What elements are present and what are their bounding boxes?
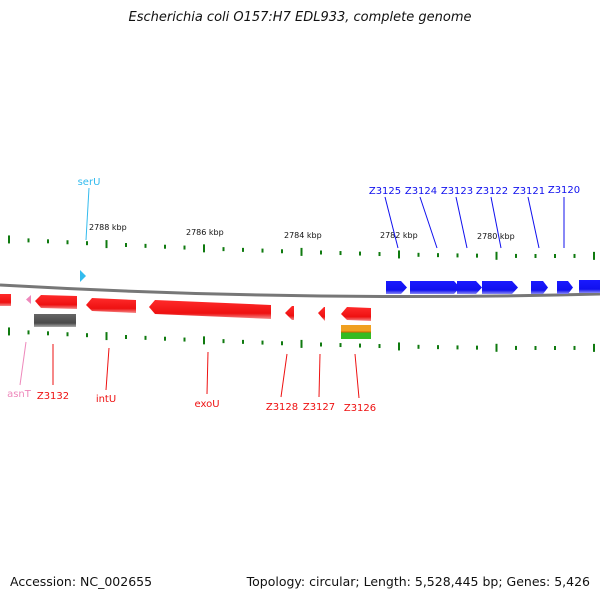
label-z3128[interactable]: Z3128 bbox=[266, 402, 298, 413]
label-asnt[interactable]: asnT bbox=[7, 389, 32, 400]
reverse-label-leaders bbox=[19, 341, 360, 399]
feature-orange-band[interactable] bbox=[341, 325, 371, 332]
reverse-gene-labels: asnT Z3132 intU exoU Z3128 Z3127 Z3126 bbox=[7, 389, 376, 414]
label-z3124[interactable]: Z3124 bbox=[405, 186, 437, 197]
gene-reverse-edge[interactable] bbox=[0, 294, 11, 306]
forward-gene-labels: serU Z3125 Z3124 Z3123 Z3122 Z3121 Z3120 bbox=[78, 177, 581, 197]
reverse-strand-features bbox=[0, 294, 371, 339]
leader-z3121 bbox=[527, 196, 540, 249]
gene-z3128[interactable] bbox=[285, 306, 294, 320]
scale-ticks-top bbox=[8, 235, 595, 260]
label-exou[interactable]: exoU bbox=[194, 399, 219, 410]
label-z3132[interactable]: Z3132 bbox=[37, 391, 69, 402]
leader-z3124 bbox=[419, 196, 438, 249]
gene-z3124[interactable] bbox=[410, 281, 460, 294]
leader-seru bbox=[85, 187, 90, 241]
gene-z3120[interactable] bbox=[557, 281, 573, 294]
label-z3123[interactable]: Z3123 bbox=[441, 186, 473, 197]
scale-label-2780: 2780 kbp bbox=[477, 232, 515, 241]
leader-asnt bbox=[19, 341, 27, 386]
gene-z3125[interactable] bbox=[386, 281, 407, 294]
label-z3122[interactable]: Z3122 bbox=[476, 186, 508, 197]
label-seru[interactable]: serU bbox=[78, 177, 101, 188]
trna-seru[interactable] bbox=[80, 270, 86, 282]
scale-ticks-bottom bbox=[8, 327, 595, 352]
label-z3120[interactable]: Z3120 bbox=[548, 185, 580, 196]
label-intu[interactable]: intU bbox=[96, 394, 116, 405]
gene-z3127[interactable] bbox=[318, 307, 325, 321]
label-z3125[interactable]: Z3125 bbox=[369, 186, 401, 197]
scale-label-2782: 2782 kbp bbox=[380, 231, 418, 240]
scale-label-2788: 2788 kbp bbox=[89, 223, 127, 232]
leader-z3128 bbox=[280, 353, 288, 398]
pseudogene-z3132-region[interactable] bbox=[34, 314, 76, 327]
leader-intu bbox=[105, 347, 110, 391]
genome-title: Escherichia coli O157:H7 EDL933, complet… bbox=[128, 10, 472, 25]
gene-z3132[interactable] bbox=[35, 295, 77, 309]
leader-z3123 bbox=[455, 196, 468, 249]
label-z3127[interactable]: Z3127 bbox=[303, 402, 335, 413]
forward-strand-features bbox=[80, 270, 600, 294]
gene-intu[interactable] bbox=[86, 298, 136, 313]
scale-label-2784: 2784 kbp bbox=[284, 231, 322, 240]
feature-green-band[interactable] bbox=[341, 332, 371, 339]
label-z3121[interactable]: Z3121 bbox=[513, 186, 545, 197]
leader-z3126 bbox=[354, 353, 360, 399]
genome-stats-text: Topology: circular; Length: 5,528,445 bp… bbox=[246, 574, 590, 589]
accession-text: Accession: NC_002655 bbox=[10, 574, 153, 589]
gene-forward-edge[interactable] bbox=[579, 280, 600, 293]
leader-z3125 bbox=[384, 196, 399, 249]
scale-label-2786: 2786 kbp bbox=[186, 228, 224, 237]
gene-z3122[interactable] bbox=[482, 281, 518, 294]
leader-exou bbox=[206, 351, 209, 395]
gene-exou[interactable] bbox=[149, 300, 271, 319]
gene-z3126[interactable] bbox=[341, 307, 371, 321]
leader-z3127 bbox=[318, 353, 321, 398]
trna-asnt[interactable] bbox=[26, 295, 31, 304]
genome-backbone bbox=[0, 283, 600, 299]
gene-z3121[interactable] bbox=[531, 281, 548, 294]
label-z3126[interactable]: Z3126 bbox=[344, 403, 376, 414]
gene-z3123[interactable] bbox=[457, 281, 482, 294]
leader-z3122 bbox=[490, 196, 502, 249]
forward-label-leaders bbox=[85, 187, 565, 249]
